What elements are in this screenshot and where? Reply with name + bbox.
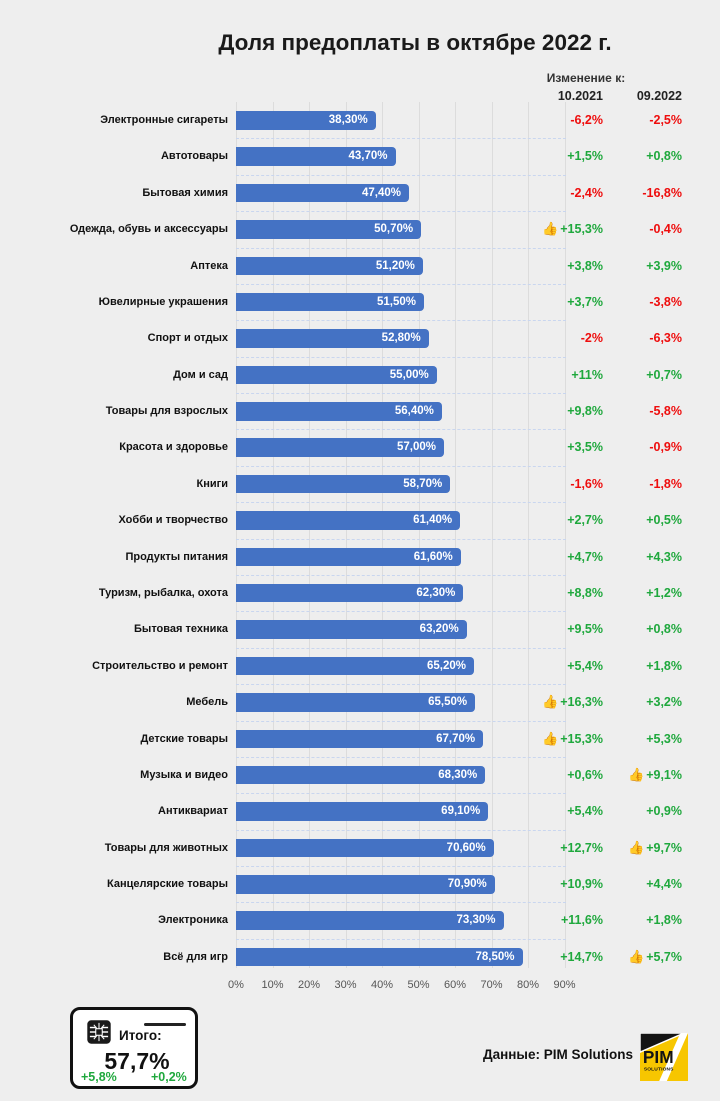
svg-text:SOLUTIONS: SOLUTIONS [644, 1066, 674, 1072]
svg-text:PIM: PIM [643, 1047, 674, 1067]
